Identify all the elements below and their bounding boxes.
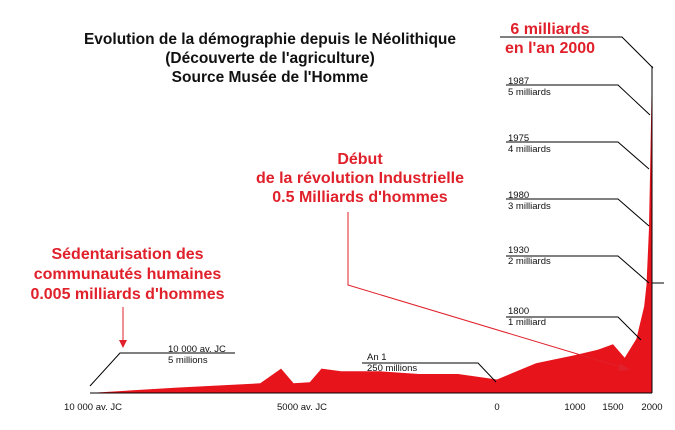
callout-leader-lines	[89, 36, 654, 387]
population-area	[93, 68, 652, 393]
callout-year: 1800	[508, 306, 530, 317]
callout-leader-line	[506, 84, 651, 116]
title-line-1: Evolution de la démographie depuis le Né…	[83, 31, 457, 48]
callout-leader-line	[362, 362, 497, 383]
callout-label: 1800 1 milliard	[508, 306, 546, 328]
annotation-line: Début	[337, 151, 383, 168]
callout-year: 1980	[508, 190, 530, 201]
callout-leader-line	[89, 352, 235, 387]
title-line-3: Source Musée de l'Homme	[171, 69, 369, 86]
callout-leader-line	[506, 198, 650, 227]
callout-value: 3 milliards	[508, 201, 551, 212]
callout-leader-line	[500, 36, 654, 69]
callout-value: 250 millions	[367, 363, 418, 374]
callout-leader-line	[506, 316, 642, 341]
annotation-line: 0.5 Milliards d'hommes	[272, 189, 448, 206]
callout-year: 10 000 av. JC	[168, 344, 226, 355]
callout-leader-line	[506, 141, 650, 170]
annotation-line: communautés humaines	[33, 266, 222, 283]
x-tick-label: 0	[494, 402, 500, 413]
x-tick-label: 10 000 av. JC	[64, 402, 122, 413]
callout-value: 5 milliards	[508, 87, 551, 98]
callout-leader-line	[506, 255, 650, 284]
callout-year: 1975	[508, 133, 530, 144]
annotation-line: 0.005 milliards d'hommes	[30, 286, 225, 303]
annotation-6-billion: 6 milliards en l'an 2000	[490, 20, 610, 58]
x-tick-label: 5000 av. JC	[277, 402, 327, 413]
annotation-line: en l'an 2000	[504, 40, 596, 57]
chart-title: Evolution de la démographie depuis le Né…	[60, 30, 480, 87]
annotation-arrows	[119, 212, 630, 371]
callout-value: 2 milliards	[508, 256, 551, 267]
callout-label: 1975 4 milliards	[508, 133, 551, 155]
callout-value: 5 millions	[168, 355, 208, 366]
title-line-2: (Découverte de l'agriculture)	[165, 50, 375, 67]
callout-label: 1980 3 milliards	[508, 190, 551, 212]
callout-label: 1987 5 milliards	[508, 76, 551, 98]
callout-label: 10 000 av. JC 5 millions	[168, 344, 226, 366]
callout-label: An 1 250 millions	[367, 352, 417, 374]
callout-year: An 1	[367, 352, 387, 363]
callout-value: 4 milliards	[508, 144, 551, 155]
annotation-sedentarisation: Sédentarisation des communautés humaines…	[10, 245, 245, 305]
x-tick-label: 1000	[564, 402, 586, 413]
annotation-industrial-revolution: Début de la révolution Industrielle 0.5 …	[235, 150, 485, 207]
annotation-line: 6 milliards	[510, 21, 590, 38]
x-tick-label: 1500	[602, 402, 624, 413]
annotation-line: de la révolution Industrielle	[255, 170, 465, 187]
callout-year: 1930	[508, 245, 530, 256]
x-tick-label: 2000	[641, 402, 663, 413]
annotation-arrow-head	[618, 363, 630, 371]
callout-year: 1987	[508, 76, 530, 87]
callout-value: 1 milliard	[508, 317, 547, 328]
callout-label: 1930 2 milliards	[508, 245, 551, 267]
annotation-arrow-line	[347, 212, 625, 369]
annotation-arrow-head	[119, 340, 127, 348]
annotation-line: Sédentarisation des	[51, 246, 204, 263]
